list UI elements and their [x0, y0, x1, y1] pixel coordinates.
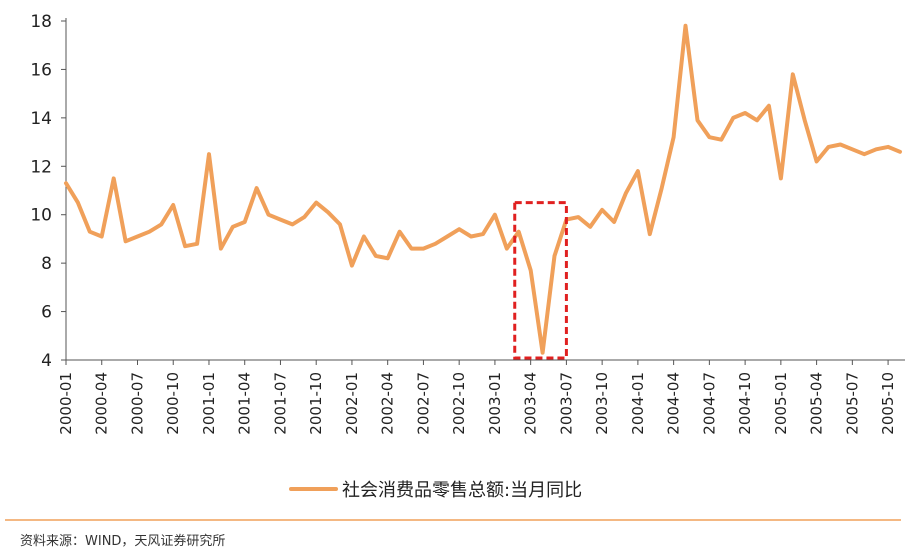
- y-tick-label: 10: [30, 206, 52, 226]
- x-tick-label: 2003-01: [486, 372, 504, 435]
- x-tick-label: 2002-04: [379, 372, 397, 435]
- legend: 社会消费品零售总额:当月同比: [289, 480, 582, 501]
- legend-label: 社会消费品零售总额:当月同比: [342, 480, 582, 501]
- y-axis: 4 6 8 10 12 14 16 18: [30, 12, 67, 371]
- x-tick-label: 2002-01: [343, 372, 361, 435]
- series-layer: [64, 23, 902, 355]
- x-tick-label: 2004-01: [629, 372, 647, 435]
- x-tick-label: 2004-07: [700, 372, 718, 435]
- y-tick-label: 16: [30, 60, 52, 80]
- x-tick-label: 2000-01: [57, 372, 75, 435]
- highlight-layer: [513, 201, 568, 360]
- x-tick-label: 2002-10: [450, 372, 468, 435]
- y-tick-label: 8: [41, 254, 52, 274]
- x-tick-label: 2005-07: [843, 372, 861, 435]
- x-tick-label: 2001-04: [236, 372, 254, 435]
- x-tick-label: 2000-07: [128, 372, 146, 435]
- highlight-box: [513, 201, 568, 360]
- x-tick-label: 2000-04: [93, 372, 111, 435]
- x-tick-label: 2003-07: [557, 372, 575, 435]
- x-tick-label: 2005-01: [772, 372, 790, 435]
- series-line: [64, 23, 902, 355]
- x-tick-label: 2001-07: [271, 372, 289, 435]
- x-tick-label: 2001-01: [200, 372, 218, 435]
- y-tick-label: 12: [30, 157, 52, 177]
- y-tick-label: 4: [41, 351, 52, 371]
- x-tick-label: 2003-04: [522, 372, 540, 435]
- x-axis: 2000-01 2000-04 2000-07 2000-10 2001-01 2001-…: [57, 359, 905, 435]
- y-tick-label: 18: [30, 12, 52, 32]
- x-tick-label: 2002-07: [414, 372, 432, 435]
- y-tick-label: 6: [41, 303, 52, 323]
- x-tick-label: 2005-10: [879, 372, 897, 435]
- x-tick-label: 2001-10: [307, 372, 325, 435]
- x-tick-label: 2003-10: [593, 372, 611, 435]
- x-tick-label: 2004-04: [665, 372, 683, 435]
- x-tick-label: 2000-10: [164, 372, 182, 435]
- y-tick-label: 14: [30, 109, 52, 129]
- source-note: 资料来源：WIND，天风证券研究所: [20, 533, 225, 549]
- x-tick-label: 2004-10: [736, 372, 754, 435]
- x-tick-label: 2005-04: [808, 372, 826, 435]
